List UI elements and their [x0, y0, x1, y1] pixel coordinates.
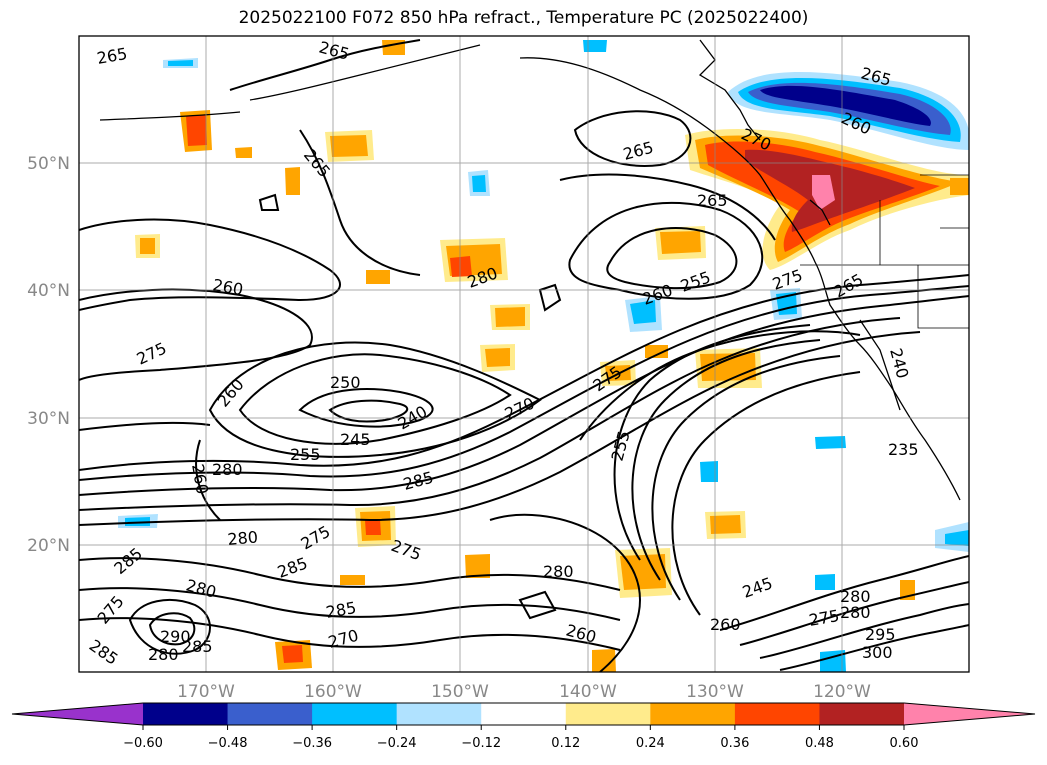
lon-label: 140°W	[559, 682, 617, 702]
colorbar-cell	[143, 703, 229, 725]
map-title: 2025022100 F072 850 hPa refract., Temper…	[238, 8, 809, 28]
contour-label: 260	[710, 615, 741, 634]
colorbar-tick-label: 0.24	[636, 736, 665, 751]
lon-label: 160°W	[304, 682, 362, 702]
map-frame	[78, 35, 970, 673]
contour-label: 280	[227, 527, 259, 549]
contour-label: 295	[865, 625, 896, 644]
contour-label: 280	[148, 645, 179, 664]
colorbar-extend-left	[12, 703, 143, 725]
contour-label: 255	[290, 445, 321, 464]
lat-label: 20°N	[27, 536, 70, 556]
lat-label: 40°N	[27, 281, 70, 301]
colorbar-tick-label: 0.36	[720, 736, 749, 751]
contour-label: 280	[840, 587, 871, 606]
contour-label: 290	[160, 627, 191, 646]
colorbar-cell	[650, 703, 736, 725]
lat-label: 30°N	[27, 409, 70, 429]
colorbar-cell	[481, 703, 567, 725]
colorbar-tick-label: −0.48	[208, 736, 248, 751]
lon-label: 120°W	[813, 682, 871, 702]
colorbar-cell	[396, 703, 482, 725]
lon-label: 130°W	[686, 682, 744, 702]
colorbar-tick-label: −0.12	[461, 736, 501, 751]
contour-label: 280	[840, 603, 871, 622]
colorbar-cell	[819, 703, 905, 725]
contour-label: 280	[212, 460, 243, 479]
contour-label: 250	[330, 373, 361, 392]
colorbar-cell	[227, 703, 313, 725]
contour-label: 235	[888, 440, 919, 459]
map-gridlines	[79, 36, 969, 672]
lon-label: 150°W	[431, 682, 489, 702]
colorbar-tick-label: −0.24	[377, 736, 417, 751]
colorbar: −0.60 −0.48 −0.36 −0.24 −0.12 0.12 0.24 0.36 0.4…	[11, 702, 1036, 751]
colorbar-cell	[565, 703, 651, 725]
lon-label: 170°W	[177, 682, 235, 702]
state-borders	[800, 174, 969, 329]
colorbar-extend-right	[904, 703, 1035, 725]
map-plot-area: 265 265 265 265 265 260 275 260 250 240 …	[79, 36, 969, 672]
contour-label: 280	[543, 562, 574, 581]
colorbar-cell	[312, 703, 398, 725]
colorbar-tick-label: 0.48	[805, 736, 834, 751]
contour-label: 285	[182, 637, 213, 656]
colorbar-tick-label: −0.36	[292, 736, 332, 751]
contour-label: 245	[340, 430, 371, 449]
contour-label: 300	[862, 643, 893, 662]
colorbar-tick-label: 0.12	[551, 736, 580, 751]
longitude-labels: 170°W 160°W 150°W 140°W 130°W 120°W	[177, 682, 871, 702]
refractivity-contours	[79, 39, 969, 672]
lat-label: 50°N	[27, 154, 70, 174]
latitude-labels: 50°N 40°N 30°N 20°N	[27, 154, 70, 556]
colorbar-cell	[734, 703, 820, 725]
colorbar-tick-label: 0.60	[890, 736, 919, 751]
colorbar-tick-label: −0.60	[123, 736, 163, 751]
contour-label: 265	[697, 191, 728, 210]
blue-cold-anomaly-patch	[118, 40, 969, 672]
